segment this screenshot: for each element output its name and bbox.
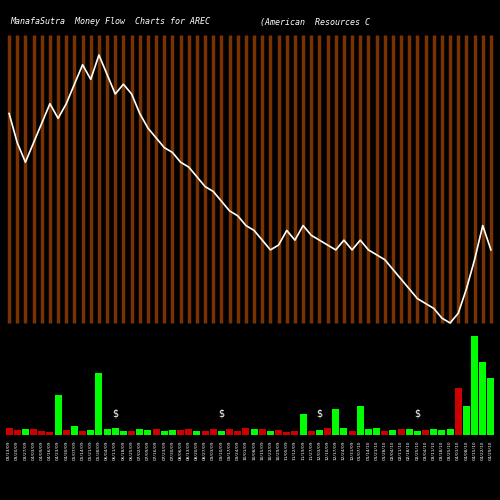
Bar [365,429,372,435]
Bar [186,430,192,435]
Bar [210,429,216,435]
Bar [6,428,12,435]
Bar [144,430,152,435]
Bar [22,429,29,435]
Bar [398,430,404,435]
Bar [96,372,102,435]
Bar [218,432,225,435]
Bar [14,430,20,435]
Bar [71,426,78,435]
Bar [348,430,356,435]
Bar [267,432,274,435]
Text: (American  Resources C: (American Resources C [260,18,370,26]
Bar [169,430,176,435]
Bar [488,378,494,435]
Bar [422,430,429,435]
Bar [177,430,184,435]
Bar [430,430,437,435]
Bar [308,432,314,435]
Bar [382,432,388,435]
Bar [357,406,364,435]
Bar [390,430,396,435]
Bar [226,430,233,435]
Bar [480,362,486,435]
Bar [250,430,258,435]
Bar [63,430,70,435]
Bar [259,429,266,435]
Bar [414,430,421,435]
Text: ManafaSutra  Money Flow  Charts for AREC: ManafaSutra Money Flow Charts for AREC [10,18,210,26]
Bar [46,432,54,435]
Bar [88,430,94,435]
Bar [316,430,323,435]
Text: $: $ [218,409,224,419]
Bar [446,430,454,435]
Bar [471,336,478,435]
Bar [324,428,331,435]
Bar [128,432,135,435]
Bar [463,406,470,435]
Bar [332,409,339,435]
Text: $: $ [414,409,420,419]
Bar [104,430,110,435]
Bar [54,396,62,435]
Bar [275,430,282,435]
Bar [38,430,45,435]
Bar [300,414,306,435]
Bar [30,430,37,435]
Bar [194,430,200,435]
Bar [406,429,412,435]
Bar [340,428,347,435]
Bar [136,430,143,435]
Bar [284,432,290,435]
Bar [292,430,298,435]
Bar [202,432,208,435]
Text: $: $ [112,409,118,419]
Bar [438,430,446,435]
Bar [234,430,241,435]
Text: $: $ [316,409,322,419]
Bar [112,428,118,435]
Bar [152,429,160,435]
Bar [373,428,380,435]
Bar [242,428,250,435]
Bar [120,430,127,435]
Bar [455,388,462,435]
Bar [161,430,168,435]
Bar [79,432,86,435]
